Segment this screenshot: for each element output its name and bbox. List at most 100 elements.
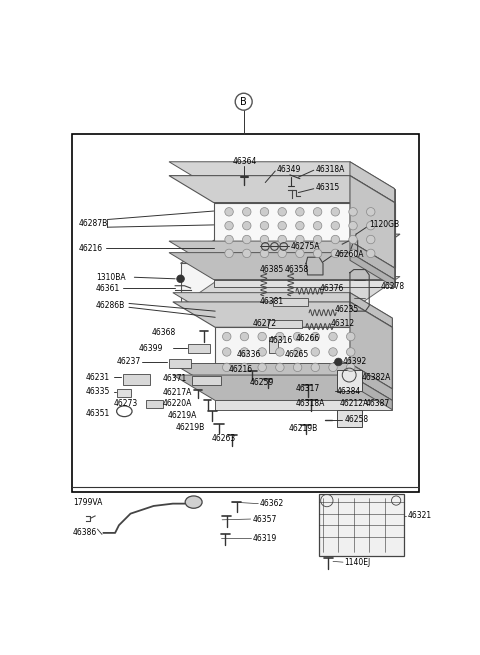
Text: 46278: 46278 (381, 282, 405, 291)
Circle shape (242, 208, 251, 216)
Text: 46272: 46272 (252, 319, 276, 328)
Text: 46386: 46386 (73, 529, 97, 537)
Polygon shape (215, 318, 392, 328)
Text: 46335: 46335 (86, 388, 110, 396)
Text: 46384: 46384 (337, 386, 361, 396)
Circle shape (329, 332, 337, 341)
Polygon shape (350, 253, 395, 288)
Polygon shape (214, 189, 395, 202)
Text: 46317: 46317 (296, 384, 320, 392)
Text: 46349: 46349 (277, 165, 301, 174)
Bar (267, 320, 302, 328)
Text: 46362: 46362 (260, 499, 284, 508)
Text: 46381: 46381 (260, 297, 284, 307)
Text: 46318A: 46318A (296, 399, 325, 408)
Text: 1310BA: 1310BA (96, 272, 125, 282)
Circle shape (258, 363, 266, 371)
Bar (123, 374, 150, 385)
Circle shape (331, 208, 339, 216)
Text: 46392: 46392 (342, 358, 367, 366)
Text: 46321: 46321 (408, 512, 432, 521)
Text: 1120GB: 1120GB (369, 220, 399, 229)
Text: 46235: 46235 (335, 305, 359, 314)
Polygon shape (180, 276, 400, 306)
Circle shape (349, 249, 357, 257)
Circle shape (260, 221, 269, 230)
Text: 46364: 46364 (232, 157, 257, 166)
Circle shape (242, 221, 251, 230)
Text: 46358: 46358 (285, 265, 309, 274)
Circle shape (240, 348, 249, 356)
Polygon shape (173, 375, 392, 400)
Polygon shape (215, 389, 392, 400)
Text: 46351: 46351 (86, 409, 110, 418)
Circle shape (311, 363, 320, 371)
Circle shape (313, 249, 322, 257)
Bar (337, 409, 361, 426)
Circle shape (367, 235, 375, 244)
Circle shape (296, 221, 304, 230)
Circle shape (329, 363, 337, 371)
Text: 1140EJ: 1140EJ (345, 557, 371, 567)
Circle shape (223, 348, 231, 356)
Circle shape (331, 249, 339, 257)
Text: 46265: 46265 (285, 350, 309, 359)
Text: 1799VA: 1799VA (73, 498, 102, 506)
Text: B: B (240, 97, 247, 107)
Circle shape (293, 332, 302, 341)
Circle shape (293, 363, 302, 371)
Text: 46376: 46376 (319, 284, 344, 293)
Polygon shape (169, 241, 395, 268)
Text: 46371: 46371 (163, 375, 187, 383)
Circle shape (242, 235, 251, 244)
Text: 46385: 46385 (260, 265, 284, 274)
Text: 46286B: 46286B (96, 301, 125, 310)
Circle shape (225, 235, 233, 244)
Circle shape (329, 348, 337, 356)
Circle shape (349, 235, 357, 244)
Circle shape (311, 332, 320, 341)
Text: 46220A: 46220A (163, 399, 192, 408)
Circle shape (225, 208, 233, 216)
Circle shape (260, 235, 269, 244)
Polygon shape (350, 162, 395, 202)
Polygon shape (214, 280, 395, 288)
Circle shape (296, 235, 304, 244)
Polygon shape (180, 263, 358, 306)
Text: 46216: 46216 (78, 244, 102, 252)
Circle shape (278, 249, 287, 257)
Polygon shape (350, 241, 395, 280)
Text: 46275A: 46275A (291, 242, 320, 251)
Circle shape (240, 332, 249, 341)
Text: 46316: 46316 (269, 336, 293, 345)
Text: 46368: 46368 (152, 328, 176, 337)
Bar (319, 495, 404, 556)
Polygon shape (350, 176, 395, 268)
Text: 46312: 46312 (331, 319, 355, 328)
Circle shape (260, 249, 269, 257)
Circle shape (349, 208, 357, 216)
Circle shape (367, 221, 375, 230)
Circle shape (276, 332, 284, 341)
Text: 46219B: 46219B (288, 424, 318, 434)
Ellipse shape (185, 496, 202, 508)
Bar (169, 359, 191, 368)
Bar (269, 337, 278, 354)
Bar (72, 134, 419, 492)
Text: 46259: 46259 (250, 378, 274, 387)
Circle shape (293, 348, 302, 356)
Circle shape (260, 208, 269, 216)
Text: 46219A: 46219A (168, 411, 197, 420)
Circle shape (367, 249, 375, 257)
Polygon shape (350, 302, 392, 389)
Circle shape (331, 235, 339, 244)
Circle shape (242, 249, 251, 257)
Text: 46266: 46266 (296, 334, 320, 343)
Circle shape (278, 221, 287, 230)
Text: 46237: 46237 (117, 358, 141, 366)
Polygon shape (215, 400, 392, 409)
Text: 46361: 46361 (96, 284, 120, 293)
Polygon shape (180, 234, 400, 263)
Polygon shape (350, 293, 392, 328)
Circle shape (347, 348, 355, 356)
